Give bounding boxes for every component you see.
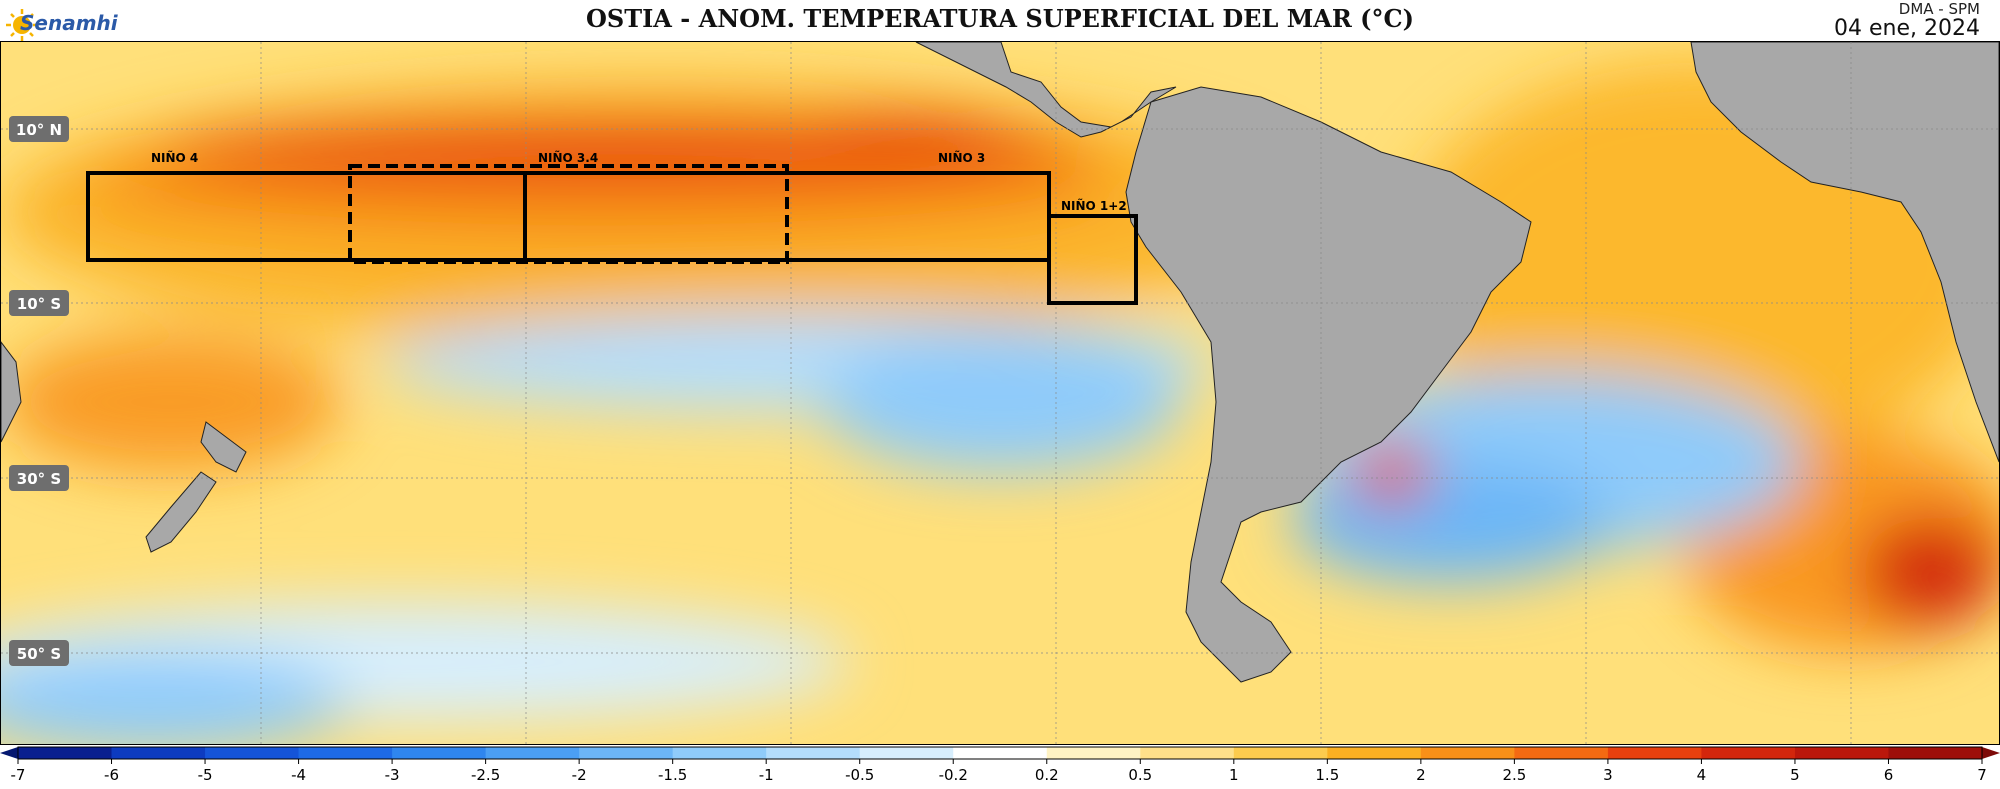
colorbar-segment (672, 747, 767, 759)
colorbar-tick-label: 0.2 (1035, 766, 1059, 784)
colorbar-tick-label: 1.5 (1315, 766, 1339, 784)
colorbar-tick-label: -2.5 (471, 766, 500, 784)
colorbar-tick-label: 6 (1884, 766, 1894, 784)
new-zealand-north (200, 421, 247, 473)
new-zealand-south (145, 471, 217, 553)
region-label-4: NIÑO 1+2 (1061, 198, 1127, 213)
colorbar-tick-label: 7 (1977, 766, 1987, 784)
colorbar-segment (1701, 747, 1796, 759)
date-label: 04 ene, 2024 (1834, 16, 1980, 41)
colorbar-segment (766, 747, 861, 759)
lat-label: 30° S (17, 470, 61, 488)
lat-label: 50° S (17, 645, 61, 663)
australia-edge (1, 341, 22, 443)
logo-text: Senamhi (20, 11, 118, 35)
lat-label: 10° S (17, 295, 61, 313)
africa (1690, 42, 1999, 463)
colorbar-segment (1514, 747, 1609, 759)
sst-anomaly-map: NIÑO 4 NIÑO 3.4 NIÑO 3 NIÑO 1+2 10° N 10° S 3… (0, 41, 2000, 745)
colorbar-tick-label: -1 (759, 766, 774, 784)
colorbar-tick-label: -0.2 (939, 766, 968, 784)
colorbar-segment (953, 747, 1048, 759)
lat-label: 10° N (16, 121, 62, 139)
region-label-2: NIÑO 3.4 (538, 150, 598, 165)
colorbar-tick-label: 2.5 (1502, 766, 1526, 784)
region-label-1: NIÑO 4 (151, 150, 198, 165)
lat-label-bg (9, 465, 69, 491)
colorbar-segment (1327, 747, 1422, 759)
colorbar-high-arrow (1982, 747, 2000, 759)
colorbar-segment (1046, 747, 1141, 759)
colorbar-segment (1888, 747, 1983, 759)
colorbar-tick-label: 0.5 (1128, 766, 1152, 784)
agency-label: DMA - SPM (1898, 0, 1980, 18)
colorbar-segment (298, 747, 393, 759)
colorbar-tick-label: 3 (1603, 766, 1613, 784)
region-box-4 (1047, 214, 1138, 305)
colorbar-segment (859, 747, 954, 759)
central-america (915, 42, 1177, 138)
colorbar-tick-label: -6 (104, 766, 119, 784)
colorbar-segment (18, 747, 113, 759)
colorbar-tick-label: -4 (291, 766, 306, 784)
page-title: OSTIA - ANOM. TEMPERATURA SUPERFICIAL DE… (585, 4, 1414, 33)
sun-icon (6, 9, 38, 41)
region-box-2 (348, 164, 789, 264)
map-canvas: NIÑO 4 NIÑO 3.4 NIÑO 3 NIÑO 1+2 10° N 10° S 3… (1, 42, 1999, 744)
colorbar-segment (1607, 747, 1702, 759)
colorbar-tick-label: 4 (1697, 766, 1707, 784)
colorbar-segment (579, 747, 674, 759)
colorbar-tick-label: 5 (1790, 766, 1800, 784)
colorbar-segment (485, 747, 580, 759)
colorbar-canvas: -7 -6 -5 -4 -3 -2.5 -2 -1.5 -1 -0.5 -0.2 0.2 0.5 1 1.5… (0, 746, 2000, 784)
colorbar-tick-label: 2 (1416, 766, 1426, 784)
colorbar-tick-label: -5 (198, 766, 213, 784)
south-america (1125, 86, 1532, 683)
region-label-3: NIÑO 3 (938, 150, 985, 165)
colorbar-tick-label: -3 (385, 766, 400, 784)
colorbar-segment (111, 747, 206, 759)
colorbar-tick-label: -2 (572, 766, 587, 784)
lat-label-bg (9, 290, 69, 316)
colorbar: -7 -6 -5 -4 -3 -2.5 -2 -1.5 -1 -0.5 -0.2 0.2 0.5 1 1.5… (0, 745, 2000, 785)
colorbar-segment (1420, 747, 1515, 759)
lat-label-bg (9, 116, 69, 142)
colorbar-frame (17, 746, 1983, 760)
nino-regions: NIÑO 4 NIÑO 3.4 NIÑO 3 NIÑO 1+2 (86, 150, 1138, 305)
colorbar-segment (1794, 747, 1889, 759)
colorbar-segment (392, 747, 487, 759)
latitude-labels: 10° N 10° S 30° S 50° S (9, 116, 69, 666)
colorbar-segment (1140, 747, 1235, 759)
colorbar-tick-label: -7 (11, 766, 26, 784)
land-masses (1, 42, 1999, 683)
senamhi-logo: Senamhi (4, 3, 124, 43)
colorbar-segment (205, 747, 300, 759)
colorbar-tick-label: -1.5 (658, 766, 687, 784)
colorbar-tick-label: 1 (1229, 766, 1239, 784)
colorbar-tick-label: -0.5 (845, 766, 874, 784)
colorbar-low-arrow (0, 747, 18, 759)
graticule (1, 42, 1999, 744)
colorbar-segment (1233, 747, 1328, 759)
lat-label-bg (9, 640, 69, 666)
